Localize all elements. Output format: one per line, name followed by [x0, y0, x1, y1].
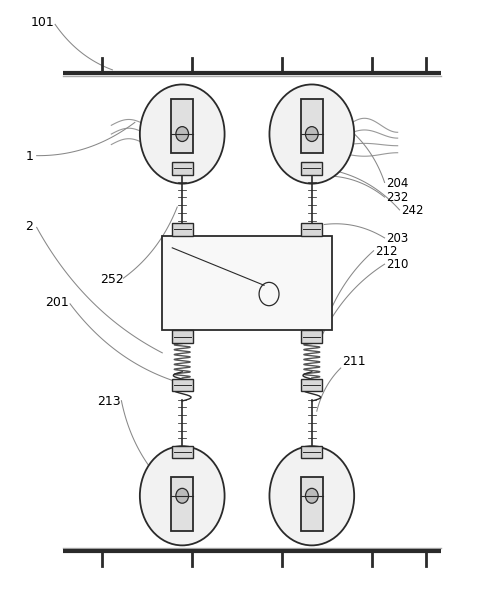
Circle shape: [304, 125, 320, 143]
Circle shape: [305, 127, 318, 141]
Bar: [172, 223, 193, 236]
Text: 211: 211: [342, 355, 365, 368]
Text: 201: 201: [45, 296, 69, 309]
Circle shape: [174, 487, 190, 505]
Bar: [301, 223, 322, 236]
Circle shape: [304, 487, 320, 505]
Bar: [172, 162, 193, 175]
Bar: [301, 379, 322, 391]
Circle shape: [176, 127, 188, 141]
Bar: [301, 446, 322, 458]
Bar: [162, 236, 332, 329]
Bar: [171, 98, 193, 153]
Bar: [172, 446, 193, 458]
Text: 242: 242: [402, 204, 424, 217]
Bar: [172, 330, 193, 343]
Text: 212: 212: [375, 245, 398, 258]
Text: 204: 204: [387, 177, 409, 190]
Bar: [172, 379, 193, 391]
Circle shape: [140, 84, 225, 184]
Circle shape: [176, 488, 188, 503]
Text: 2: 2: [25, 220, 33, 233]
Text: 232: 232: [387, 191, 409, 204]
Circle shape: [140, 446, 225, 545]
Bar: [301, 330, 322, 343]
Circle shape: [305, 488, 318, 503]
Bar: [301, 162, 322, 175]
Text: 252: 252: [100, 273, 123, 286]
Text: 1: 1: [25, 150, 33, 163]
Text: 101: 101: [30, 16, 54, 29]
Text: 210: 210: [387, 258, 409, 272]
Circle shape: [270, 446, 354, 545]
Text: 203: 203: [387, 232, 409, 245]
Bar: [301, 98, 323, 153]
Circle shape: [174, 125, 190, 143]
Bar: [171, 477, 193, 531]
Bar: [301, 477, 323, 531]
Text: 213: 213: [97, 395, 121, 408]
Circle shape: [270, 84, 354, 184]
